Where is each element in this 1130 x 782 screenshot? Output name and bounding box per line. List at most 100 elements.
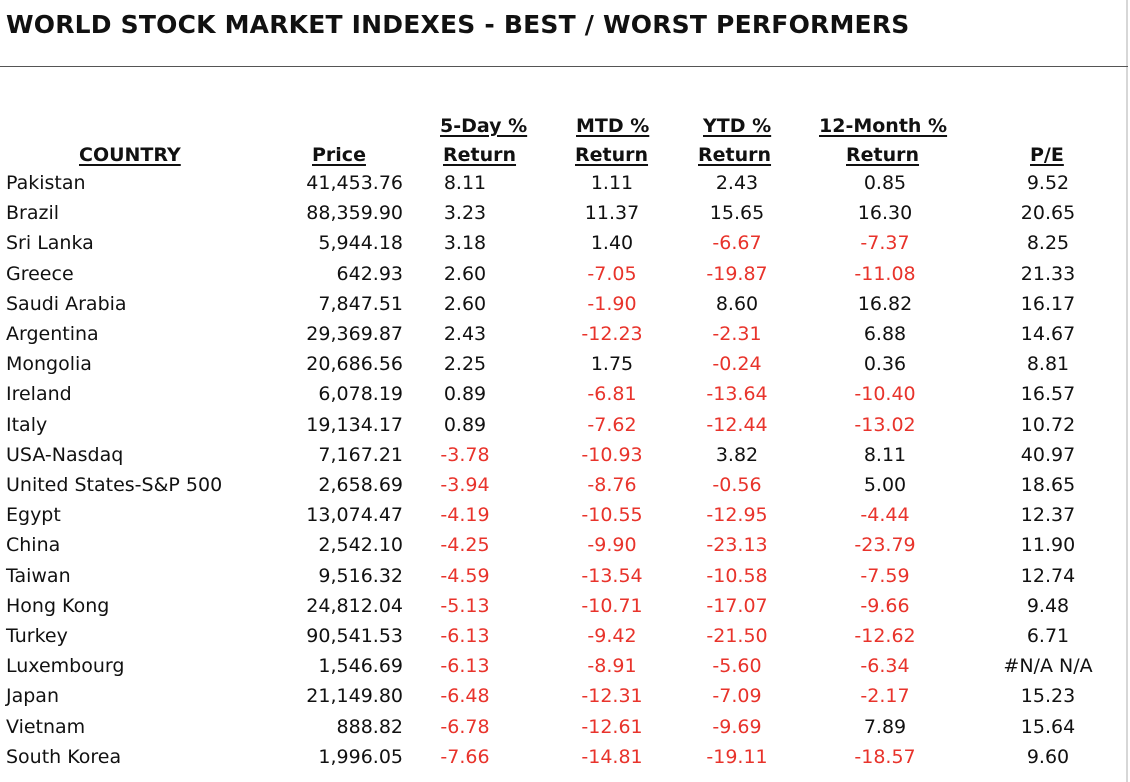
table-row: Turkey 90,541.53 -6.13 -9.42 -21.50 -12.62 6.7… (0, 621, 1128, 651)
return-ytd-cell: -13.64 (706, 383, 768, 406)
country-cell: South Korea (6, 745, 122, 768)
return-5day-cell: -4.19 (440, 504, 490, 527)
price-cell: 29,369.87 (306, 323, 403, 345)
return-mtd-cell: -7.62 (587, 413, 637, 436)
return-5day-cell: 2.60 (443, 292, 487, 315)
return-ytd-cell: 3.82 (715, 443, 759, 466)
header-ytd-line1: YTD % (703, 115, 772, 137)
table-row: USA-Nasdaq 7,167.21 -3.78 -10.93 3.82 8.11 40.… (0, 440, 1128, 470)
pe-cell: 15.64 (1020, 715, 1076, 738)
return-12month-cell: -18.57 (854, 745, 916, 768)
return-ytd-cell: -19.11 (706, 745, 768, 768)
return-mtd-cell: -6.81 (587, 383, 637, 406)
return-12month-cell: -2.17 (860, 685, 910, 708)
return-ytd-cell: 8.60 (715, 292, 759, 315)
table-row: United States-S&P 500 2,658.69 -3.94 -8.76 -… (0, 470, 1128, 500)
table-row: Pakistan 41,453.76 8.11 1.11 2.43 0.85 9.52 (0, 168, 1128, 198)
pe-cell: 10.72 (1020, 413, 1076, 436)
country-cell: Luxembourg (6, 655, 125, 678)
return-5day-cell: -6.48 (440, 685, 490, 708)
return-ytd-cell: -17.07 (706, 594, 768, 617)
return-mtd-cell: -12.31 (581, 685, 643, 708)
return-5day-cell: 3.18 (443, 232, 487, 255)
return-12month-cell: 0.36 (863, 353, 907, 376)
price-cell: 20,686.56 (306, 353, 403, 376)
price-cell: 6,078.19 (318, 383, 403, 406)
return-ytd-cell: -2.31 (712, 323, 762, 345)
return-5day-cell: 0.89 (443, 383, 487, 406)
pe-cell: 21.33 (1020, 262, 1076, 285)
pe-cell: 14.67 (1020, 323, 1076, 345)
pe-cell: 12.37 (1020, 504, 1076, 527)
country-cell: Vietnam (6, 715, 86, 738)
table-row: Taiwan 9,516.32 -4.59 -13.54 -10.58 -7.59 12.7… (0, 561, 1128, 591)
return-ytd-cell: -7.09 (712, 685, 762, 708)
country-cell: USA-Nasdaq (6, 443, 124, 466)
return-mtd-cell: 1.40 (590, 232, 634, 255)
country-cell: Hong Kong (6, 594, 110, 617)
return-mtd-cell: -12.61 (581, 715, 643, 738)
table-row: Brazil 88,359.90 3.23 11.37 15.65 16.30 20.65 (0, 198, 1128, 228)
return-12month-cell: 0.85 (863, 172, 907, 194)
return-mtd-cell: -7.05 (587, 262, 637, 285)
header-price: Price (312, 144, 366, 166)
title-bar: WORLD STOCK MARKET INDEXES - BEST / WORS… (0, 0, 1128, 67)
return-5day-cell: -6.78 (440, 715, 490, 738)
pe-cell: 8.81 (1026, 353, 1070, 376)
header-12month-line1: 12-Month % (819, 115, 948, 137)
pe-cell: 20.65 (1020, 202, 1076, 225)
pe-cell: 16.17 (1020, 292, 1076, 315)
return-5day-cell: 2.43 (443, 323, 487, 345)
return-ytd-cell: -0.56 (712, 474, 762, 496)
price-cell: 2,542.10 (318, 534, 403, 557)
header-pe: P/E (1030, 144, 1064, 166)
return-12month-cell: -12.62 (854, 625, 916, 647)
country-cell: Sri Lanka (6, 232, 94, 255)
price-cell: 13,074.47 (306, 504, 403, 527)
country-cell: Taiwan (6, 564, 71, 587)
price-cell: 7,847.51 (318, 292, 403, 315)
header-country: COUNTRY (79, 144, 181, 166)
table-row: Egypt 13,074.47 -4.19 -10.55 -12.95 -4.44 12.3… (0, 500, 1128, 530)
return-12month-cell: -10.40 (854, 383, 916, 406)
page-title: WORLD STOCK MARKET INDEXES - BEST / WORS… (6, 10, 910, 39)
return-5day-cell: -3.94 (440, 474, 490, 496)
return-5day-cell: 2.60 (443, 262, 487, 285)
return-ytd-cell: 2.43 (715, 172, 759, 194)
return-ytd-cell: -5.60 (712, 655, 762, 678)
pe-cell: 8.25 (1026, 232, 1070, 255)
return-12month-cell: -7.59 (860, 564, 910, 587)
table-row: Luxembourg 1,546.69 -6.13 -8.91 -5.60 -6.34 #N… (0, 651, 1128, 681)
price-cell: 90,541.53 (306, 625, 403, 647)
return-mtd-cell: -1.90 (587, 292, 637, 315)
return-12month-cell: -9.66 (860, 594, 910, 617)
country-cell: China (6, 534, 61, 557)
return-ytd-cell: -6.67 (712, 232, 762, 255)
return-mtd-cell: -14.81 (581, 745, 643, 768)
table-row: South Korea 1,996.05 -7.66 -14.81 -19.11 -18.… (0, 742, 1128, 772)
price-cell: 24,812.04 (306, 594, 403, 617)
return-12month-cell: -23.79 (854, 534, 916, 557)
country-cell: Ireland (6, 383, 72, 406)
price-cell: 1,996.05 (318, 745, 403, 768)
return-ytd-cell: -19.87 (706, 262, 768, 285)
pe-cell: 9.52 (1026, 172, 1070, 194)
table-row: Ireland 6,078.19 0.89 -6.81 -13.64 -10.40 16.5… (0, 379, 1128, 409)
return-ytd-cell: -0.24 (712, 353, 762, 376)
return-mtd-cell: -10.71 (581, 594, 643, 617)
return-mtd-cell: -8.76 (587, 474, 637, 496)
return-mtd-cell: -9.90 (587, 534, 637, 557)
return-5day-cell: 2.25 (443, 353, 487, 376)
country-cell: Argentina (6, 323, 99, 345)
pe-cell: 11.90 (1020, 534, 1076, 557)
header-mtd-line2: Return (575, 144, 649, 166)
return-mtd-cell: 11.37 (584, 202, 640, 225)
pe-cell: 6.71 (1026, 625, 1070, 647)
return-mtd-cell: -9.42 (587, 625, 637, 647)
price-cell: 88,359.90 (306, 202, 403, 225)
return-ytd-cell: -10.58 (706, 564, 768, 587)
country-cell: Japan (6, 685, 59, 708)
return-ytd-cell: -12.95 (706, 504, 768, 527)
return-ytd-cell: -23.13 (706, 534, 768, 557)
return-5day-cell: -4.59 (440, 564, 490, 587)
